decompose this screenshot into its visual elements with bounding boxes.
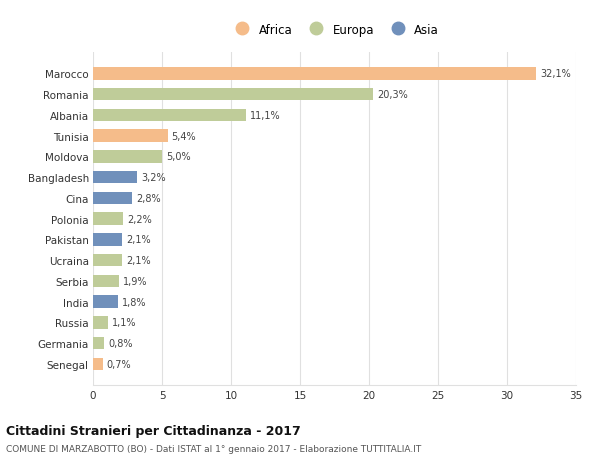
Text: 20,3%: 20,3% <box>377 90 408 100</box>
Text: COMUNE DI MARZABOTTO (BO) - Dati ISTAT al 1° gennaio 2017 - Elaborazione TUTTITA: COMUNE DI MARZABOTTO (BO) - Dati ISTAT a… <box>6 444 421 453</box>
Text: 0,8%: 0,8% <box>108 338 133 348</box>
Text: 3,2%: 3,2% <box>142 173 166 183</box>
Text: 5,4%: 5,4% <box>172 131 196 141</box>
Bar <box>93 213 124 225</box>
Bar <box>93 358 103 370</box>
Text: 32,1%: 32,1% <box>540 69 571 79</box>
Bar <box>93 337 104 350</box>
Bar <box>93 151 162 163</box>
Text: 2,2%: 2,2% <box>128 214 152 224</box>
Bar <box>93 192 131 205</box>
Bar <box>93 68 536 80</box>
Bar <box>93 89 373 101</box>
Text: 1,8%: 1,8% <box>122 297 146 307</box>
Text: 5,0%: 5,0% <box>166 152 191 162</box>
Text: 2,8%: 2,8% <box>136 193 160 203</box>
Bar <box>93 172 137 184</box>
Text: Cittadini Stranieri per Cittadinanza - 2017: Cittadini Stranieri per Cittadinanza - 2… <box>6 424 301 437</box>
Text: 2,1%: 2,1% <box>126 235 151 245</box>
Text: 2,1%: 2,1% <box>126 256 151 266</box>
Text: 0,7%: 0,7% <box>107 359 131 369</box>
Legend: Africa, Europa, Asia: Africa, Europa, Asia <box>226 19 443 41</box>
Bar <box>93 130 167 142</box>
Text: 1,9%: 1,9% <box>124 276 148 286</box>
Text: 11,1%: 11,1% <box>250 111 281 121</box>
Bar <box>93 109 246 122</box>
Bar <box>93 275 119 287</box>
Bar <box>93 254 122 267</box>
Bar <box>93 234 122 246</box>
Bar <box>93 317 108 329</box>
Text: 1,1%: 1,1% <box>112 318 137 328</box>
Bar <box>93 296 118 308</box>
